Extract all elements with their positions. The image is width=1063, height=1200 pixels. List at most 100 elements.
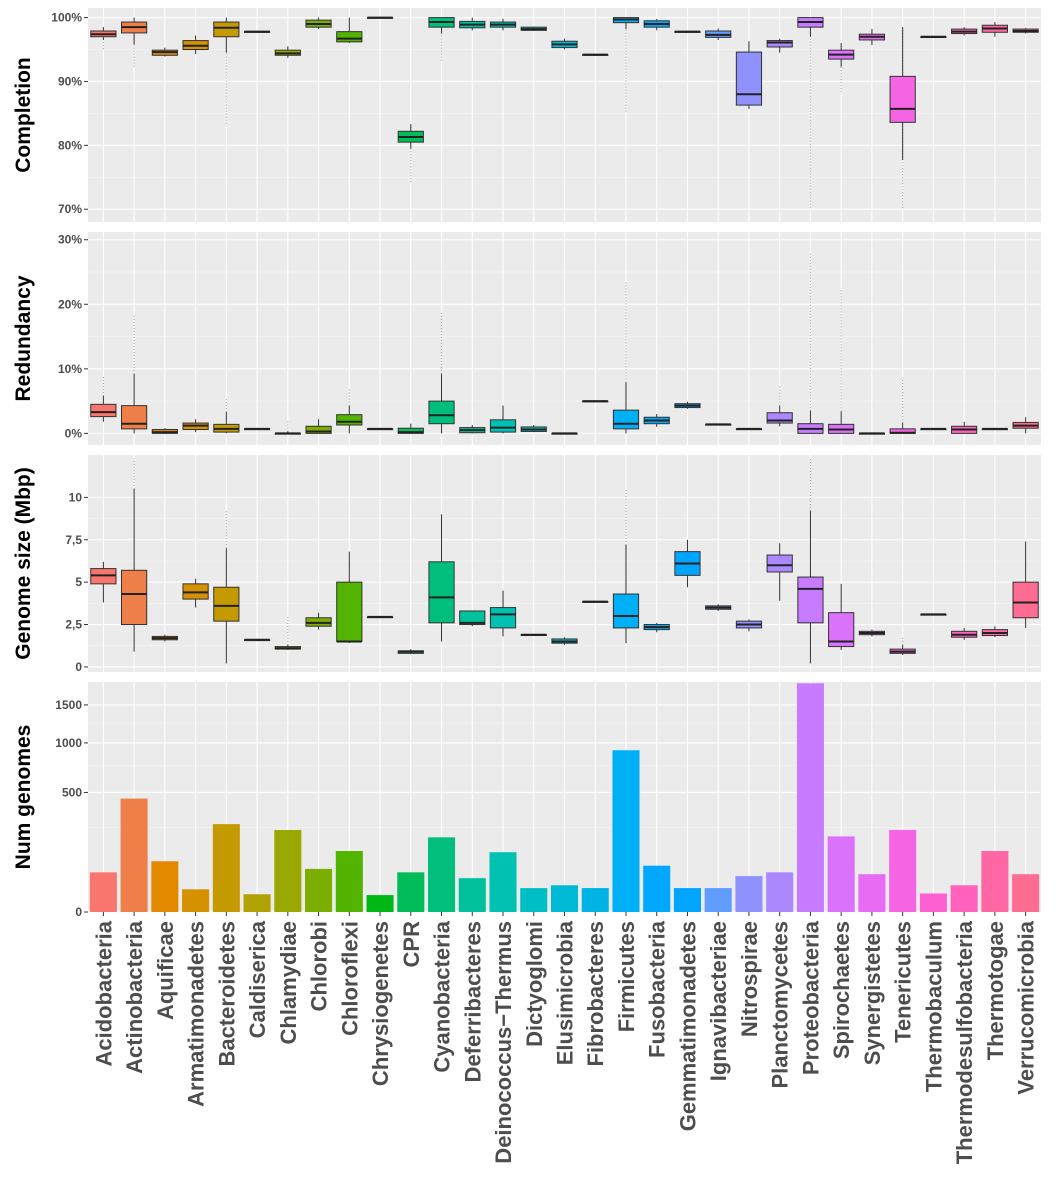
box-Aquificae [151, 47, 178, 57]
box-Deinococcus−Thermus [489, 405, 517, 434]
box-Planctomycetes [766, 384, 793, 427]
box-Firmicutes [612, 281, 640, 434]
x-tick-label: Dictyoglomi [522, 921, 547, 1047]
bar-Chlamydiae [274, 830, 302, 912]
box-iqr [397, 427, 424, 434]
box-Dictyoglomi [520, 26, 547, 31]
box-Nitrospirae [735, 619, 763, 632]
box-Spirochaetes [828, 43, 855, 95]
box-CPR [397, 649, 424, 655]
panel-1: 70% 80% 90% 100% Completion [12, 8, 1041, 222]
box-Thermobaculum [920, 613, 947, 616]
box-Fibrobacteres [582, 400, 609, 403]
x-tick-label: Verrucomicrobia [1014, 920, 1039, 1094]
x-tick-label: Synergistetes [860, 921, 885, 1065]
bar-Armatimonadetes [182, 889, 210, 912]
box-iqr [428, 561, 455, 624]
box-Spirochaetes [828, 288, 855, 434]
box-Proteobacteria [797, 17, 824, 210]
x-tick-label: Chrysiogenetes [368, 921, 393, 1086]
box-Verrucomicrobia [1012, 417, 1039, 434]
box-Caldiserica [243, 30, 271, 33]
box-iqr [612, 409, 640, 430]
x-tick-label: Cyanobacteria [430, 920, 455, 1072]
x-tick-label: Ignavibacteriae [706, 921, 731, 1081]
box-Synergistetes [858, 629, 886, 637]
y-axis-title: Redundancy [12, 275, 35, 401]
box-Dictyoglomi [520, 633, 547, 637]
x-tick-label: Gemmatimonadetes [675, 921, 700, 1131]
y-tick-label: 100% [51, 11, 82, 25]
bar-Fusobacteria [643, 865, 671, 912]
box-Actinobacteria [121, 458, 148, 652]
box-Deferribacteres [459, 17, 486, 31]
box-Dictyoglomi [520, 424, 547, 433]
box-Thermobaculum [920, 35, 947, 39]
box-iqr [428, 400, 455, 425]
box-Bacteroidetes [213, 509, 240, 664]
box-Actinobacteria [121, 313, 148, 434]
x-tick-label: Bacteroidetes [214, 921, 239, 1067]
bar-Thermodesulfobacteria [950, 885, 978, 912]
box-Acidobacteria [90, 561, 117, 603]
box-Thermodesulfobacteria [951, 27, 978, 36]
x-tick-label: Chloroflexi [337, 921, 362, 1036]
bar-Nitrospirae [735, 876, 763, 912]
box-Elusimicrobia [551, 432, 578, 435]
panels: 70% 80% 90% 100% Completion 0% 10% 20% 30% Redund… [12, 8, 1041, 919]
x-tick-label: CPR [399, 921, 424, 968]
bar-Cyanobacteria [428, 837, 456, 912]
x-tick-label: Spirochaetes [829, 921, 854, 1059]
box-Deferribacteres [459, 610, 486, 627]
bar-Acidobacteria [89, 872, 117, 912]
bar-Thermotogae [981, 851, 1009, 912]
bar-Elusimicrobia [550, 885, 579, 912]
x-tick-label: Fusobacteria [645, 920, 670, 1058]
box-Planctomycetes [766, 543, 793, 601]
box-Chloroflexi [336, 17, 363, 44]
box-Verrucomicrobia [1012, 27, 1039, 34]
x-tick-label: Aquificae [153, 921, 178, 1020]
box-Synergistetes [858, 432, 886, 435]
box-Fusobacteria [643, 622, 670, 633]
y-tick-label: 0 [75, 660, 82, 674]
box-iqr [121, 405, 148, 430]
box-Ignavibacteriae [705, 604, 732, 611]
box-Proteobacteria [797, 252, 824, 434]
y-tick-label: 20% [58, 297, 82, 311]
bar-Dictyoglomi [520, 888, 548, 912]
bar-Fibrobacteres [581, 888, 609, 912]
x-axis: Acidobacteria Actinobacteria Aquificae Arma… [91, 912, 1039, 1164]
bar-Deferribacteres [458, 878, 486, 912]
x-tick-label: Caldiserica [245, 920, 270, 1038]
box-Thermobaculum [920, 427, 947, 431]
x-tick-label: Thermodesulfobacteria [952, 920, 977, 1164]
box-Nitrospirae [735, 41, 763, 109]
box-Tenericutes [889, 378, 916, 434]
box-Nitrospirae [735, 427, 763, 431]
box-Chlamydiae [274, 616, 301, 650]
box-Chrysiogenetes [366, 615, 394, 619]
bar-Bacteroidetes [212, 824, 240, 912]
y-axis-title: Genome size (Mbp) [12, 467, 35, 660]
box-Firmicutes [612, 17, 640, 114]
box-CPR [397, 423, 424, 434]
x-tick-label: Acidobacteria [91, 920, 116, 1066]
box-Armatimonadetes [182, 419, 209, 433]
box-Armatimonadetes [182, 35, 209, 54]
box-Fusobacteria [643, 18, 670, 31]
box-CPR [397, 124, 424, 184]
y-tick-label: 0 [75, 905, 82, 919]
box-iqr [213, 21, 240, 38]
box-Gemmatimonadetes [674, 539, 701, 588]
box-iqr [489, 419, 517, 433]
x-tick-label: Deinococcus−Thermus [491, 921, 516, 1164]
box-Gemmatimonadetes [674, 30, 701, 33]
box-Firmicutes [612, 488, 640, 644]
bar-Chloroflexi [335, 851, 363, 912]
box-Thermotogae [981, 427, 1008, 431]
box-Verrucomicrobia [1012, 541, 1039, 628]
bar-Chrysiogenetes [366, 895, 394, 912]
box-Thermodesulfobacteria [951, 421, 978, 434]
